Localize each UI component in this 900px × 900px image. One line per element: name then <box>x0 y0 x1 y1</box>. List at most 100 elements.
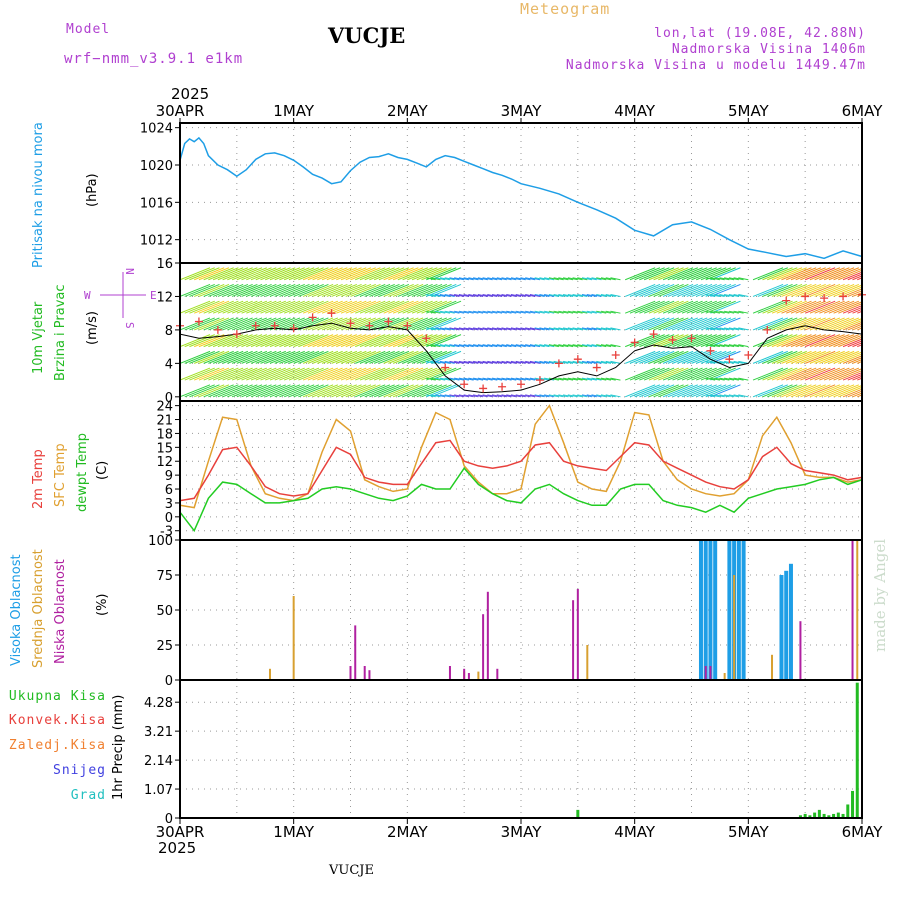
cloud-bar <box>363 666 366 680</box>
wind-barb <box>279 263 281 264</box>
wind-barb <box>307 283 339 297</box>
wind-barb <box>634 267 665 281</box>
wind-barb <box>482 310 493 314</box>
day-label-bottom: 1MAY <box>273 823 315 841</box>
wind-barb <box>591 327 602 331</box>
wind-barb <box>667 384 699 398</box>
wind-barb <box>506 394 517 398</box>
wind-barb <box>180 300 211 314</box>
wind-barb <box>350 367 381 381</box>
wind-barb <box>525 310 536 314</box>
wind-barb <box>326 317 358 331</box>
wind-barb <box>227 263 229 264</box>
wind-barb <box>293 334 324 348</box>
wind-barb <box>705 377 716 381</box>
wind-barb <box>369 367 400 381</box>
wind-barb <box>728 310 739 314</box>
wind-barb <box>388 367 419 381</box>
panel-frame-2 <box>179 400 863 541</box>
wind-barb <box>284 384 315 398</box>
wind-barb <box>425 310 436 314</box>
wind-barb <box>520 327 531 331</box>
wind-barb <box>416 283 447 297</box>
wind-barb <box>203 367 234 381</box>
wind-barb <box>340 300 372 314</box>
wind-barb <box>776 350 807 364</box>
wind-barb <box>605 310 616 314</box>
wind-barb <box>577 293 588 297</box>
wind-barb <box>416 267 447 281</box>
wind-barb <box>194 317 225 331</box>
wind-barb <box>194 283 225 297</box>
wind-barb <box>515 327 526 331</box>
wind-barb <box>298 263 300 264</box>
wind-barb <box>510 293 522 297</box>
wind-barb <box>534 293 545 297</box>
wind-barb <box>828 263 831 264</box>
wind-barb <box>776 384 807 398</box>
wind-barb <box>312 283 343 297</box>
wind-barb <box>696 384 727 398</box>
wind-barb <box>241 283 272 297</box>
wind-barb <box>392 267 424 281</box>
wind-barb <box>477 293 488 297</box>
wind-barb <box>648 283 680 297</box>
wind-barb <box>567 327 578 331</box>
wind-barb <box>241 334 272 348</box>
wind-barb <box>861 396 862 397</box>
wind-barb <box>809 300 841 314</box>
wind-barb <box>373 367 405 381</box>
wind-barb <box>487 360 498 364</box>
cloud-label-low: Niska Oblacnost <box>53 559 68 664</box>
wind-barb <box>781 334 812 348</box>
wind-barb <box>596 277 607 281</box>
wind-barb <box>700 263 703 264</box>
wind-barb <box>331 283 362 297</box>
wind-barb <box>369 283 400 297</box>
wind-barb <box>198 334 230 348</box>
wind-barb <box>463 310 474 314</box>
wind-barb <box>241 350 272 364</box>
wind-barb <box>610 360 621 364</box>
wind-barb <box>189 283 220 297</box>
cloud-bar <box>486 591 489 680</box>
wind-barb <box>265 267 296 281</box>
wind-barb <box>203 267 234 281</box>
wind-barb <box>629 267 661 281</box>
wind-barb <box>383 317 414 331</box>
wind-barb <box>449 344 460 348</box>
precip-bar <box>808 815 812 818</box>
wind-barb <box>705 277 716 281</box>
wind-barb <box>212 350 244 364</box>
wind-barb <box>696 267 727 281</box>
wind-barb <box>767 263 769 264</box>
wind-barb <box>407 283 438 297</box>
wind-barb <box>719 360 730 364</box>
wind-barb <box>762 334 793 348</box>
wind-barb <box>402 350 433 364</box>
wind-barb <box>686 283 717 297</box>
wind-barb <box>634 334 665 348</box>
wind-barb <box>322 263 324 264</box>
wind-barb <box>852 342 862 348</box>
elevation-label: Nadmorska Visina 1406m <box>672 42 866 57</box>
wind-barb <box>355 300 386 314</box>
wind-barb <box>705 263 708 264</box>
wind-barb <box>534 277 545 281</box>
wind-barb <box>705 394 716 398</box>
y-tick-label: 0 <box>165 674 173 689</box>
wind-barb <box>477 277 488 281</box>
wind-barb <box>586 293 597 297</box>
wind-barb <box>184 283 215 297</box>
wind-barb <box>520 277 531 281</box>
wind-barb <box>548 394 559 398</box>
wind-barb <box>544 327 555 331</box>
wind-barb <box>658 350 689 364</box>
wind-barb <box>454 293 465 297</box>
compass-n: N <box>123 268 136 275</box>
wind-barb <box>317 334 348 348</box>
y-tick-label: 15 <box>156 441 173 456</box>
wind-barb <box>686 384 717 398</box>
wind-barb <box>477 344 488 348</box>
wind-barb <box>577 377 588 381</box>
